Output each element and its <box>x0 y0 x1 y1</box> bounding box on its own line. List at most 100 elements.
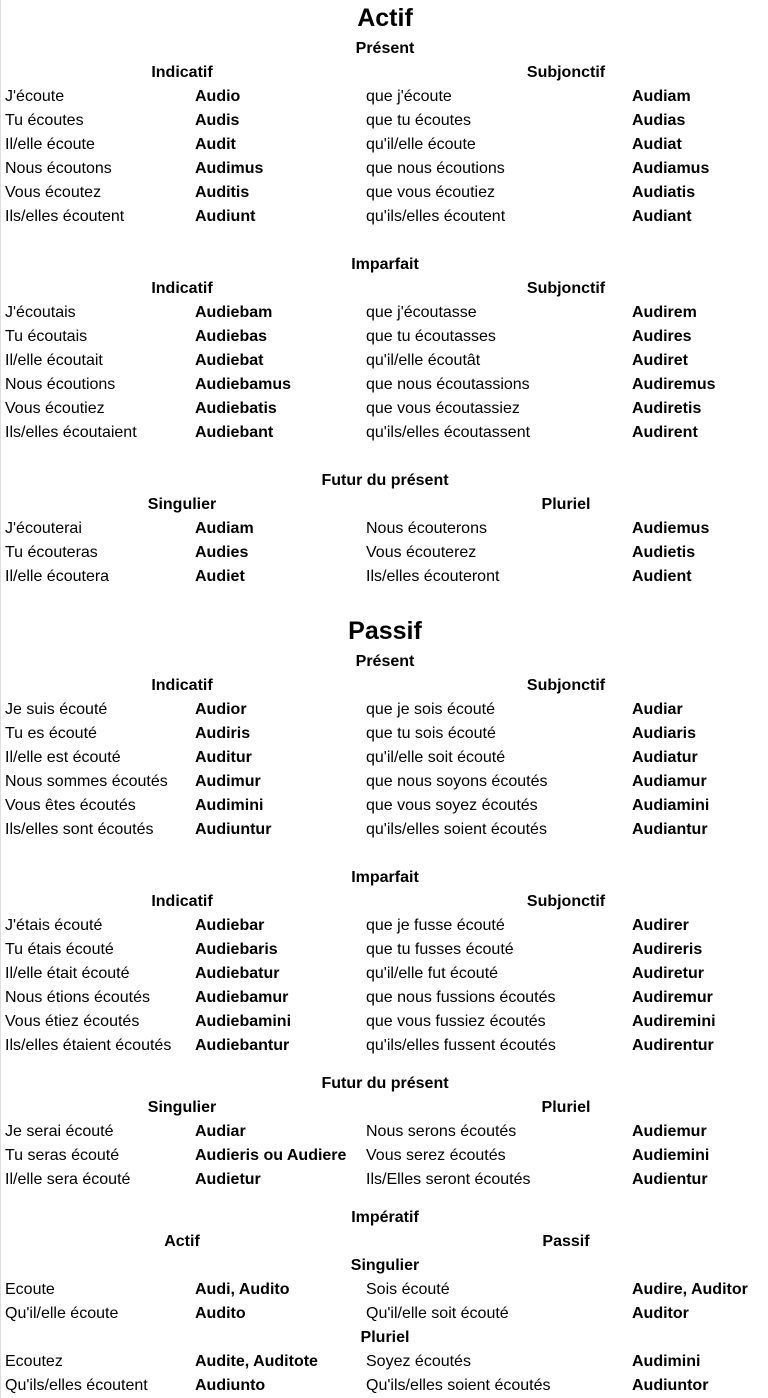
latin-form: Audiemus <box>632 520 710 537</box>
french-form: que nous écoutions <box>366 160 505 177</box>
latin-form: Audietur <box>195 1171 261 1188</box>
french-form: Nous écouterons <box>366 520 487 537</box>
latin-form: Audiam <box>195 520 254 537</box>
table-row: J'écoutais Audiebam que j'écoutasse Audirem <box>1 301 768 325</box>
latin-form: Audiretis <box>632 400 702 417</box>
latin-form: Audiris <box>195 725 251 742</box>
spacer <box>1 1058 768 1072</box>
latin-form: Audias <box>632 112 686 129</box>
french-form: que vous écoutiez <box>366 184 495 201</box>
french-form: qu'il/elle écoutât <box>366 352 481 369</box>
latin-form: Audiamur <box>632 773 707 790</box>
french-form: que tu fusses écouté <box>366 941 514 958</box>
french-form: qu'ils/elles fussent écoutés <box>366 1037 556 1054</box>
french-form: Ils/elles étaient écoutés <box>5 1037 172 1054</box>
table-row: Je serai écouté Audiar Nous serons écoutés… <box>1 1120 768 1144</box>
latin-form: Audiebant <box>195 424 274 441</box>
latin-form: Audiebat <box>195 352 264 369</box>
table-row: Ils/elles sont écoutés Audiuntur qu'ils/el… <box>1 818 768 842</box>
french-form: Ecoutez <box>5 1353 63 1370</box>
latin-form: Audieris ou Audiere <box>195 1147 347 1164</box>
french-form: Nous serons écoutés <box>366 1123 517 1140</box>
latin-form: Audiatis <box>632 184 696 201</box>
french-form: que vous fussiez écoutés <box>366 1013 546 1030</box>
latin-form: Audiretur <box>632 965 704 982</box>
french-form: Il/elle écoutera <box>5 568 110 585</box>
table-row: Il/elle était écouté Audiebatur qu'il/elle… <box>1 962 768 986</box>
table-row: Tu seras écouté Audieris ou Audiere Vous s… <box>1 1144 768 1168</box>
section-heading: Futur du présent <box>321 472 449 489</box>
french-form: Tu es écouté <box>5 725 97 742</box>
latin-form: Audirem <box>632 304 697 321</box>
french-form: Vous serez écoutés <box>366 1147 506 1164</box>
latin-form: Audiunto <box>195 1377 266 1394</box>
column-header: Subjonctif <box>526 64 606 81</box>
french-form: Ils/elles sont écoutés <box>5 821 154 838</box>
table-row: Je suis écouté Audior que je sois écouté Au… <box>1 698 768 722</box>
french-form: que j'écoutasse <box>366 304 477 321</box>
french-form: J'écouterai <box>5 520 82 537</box>
french-form: Tu seras écouté <box>5 1147 120 1164</box>
french-form: Ils/elles écoutent <box>5 208 125 225</box>
latin-form: Audietis <box>632 544 696 561</box>
column-header: Singulier <box>147 496 217 513</box>
table-row: Vous étiez écoutés Audiebamini que vous fu… <box>1 1010 768 1034</box>
french-form: que nous fussions écoutés <box>366 989 556 1006</box>
french-form: Vous écoutez <box>5 184 102 201</box>
latin-form: Audiebar <box>195 917 265 934</box>
latin-form: Audiam <box>632 88 691 105</box>
latin-form: Audiar <box>632 701 683 718</box>
column-headers: Indicatif Subjonctif <box>1 277 768 301</box>
latin-form: Audio <box>195 88 241 105</box>
latin-form: Audiemur <box>632 1123 707 1140</box>
french-form: Il/elle écoute <box>5 136 95 153</box>
latin-form: Audiamini <box>632 797 710 814</box>
table-row: Il/elle est écouté Auditur qu'il/elle soit… <box>1 746 768 770</box>
column-headers: Actif Passif <box>1 1230 768 1254</box>
french-form: qu'il/elle écoute <box>366 136 476 153</box>
latin-form: Audiantur <box>632 821 708 838</box>
latin-form: Audiaris <box>632 725 697 742</box>
french-form: Je serai écouté <box>5 1123 114 1140</box>
french-form: Tu écoutes <box>5 112 84 129</box>
table-row: Nous sommes écoutés Audimur que nous soyon… <box>1 770 768 794</box>
table-row: Ils/elles étaient écoutés Audiebantur qu'i… <box>1 1034 768 1058</box>
column-header: Indicatif <box>151 893 213 910</box>
french-form: qu'il/elle fut écouté <box>366 965 499 982</box>
voice-title: Passif <box>348 617 422 645</box>
french-form: Vous écouterez <box>366 544 477 561</box>
latin-form: Audire, Auditor <box>632 1281 748 1298</box>
column-headers: Indicatif Subjonctif <box>1 674 768 698</box>
latin-form: Audi, Audito <box>195 1281 290 1298</box>
table-row: Il/elle écoute Audit qu'il/elle écoute Audi… <box>1 133 768 157</box>
french-form: que tu écoutes <box>366 112 471 129</box>
column-headers: Indicatif Subjonctif <box>1 61 768 85</box>
spacer <box>1 229 768 253</box>
latin-form: Audiemini <box>632 1147 710 1164</box>
french-form: que nous écoutassions <box>366 376 530 393</box>
latin-form: Audior <box>195 701 247 718</box>
french-form: Tu écoutais <box>5 328 88 345</box>
latin-form: Audimini <box>632 1353 701 1370</box>
table-row: Qu'il/elle écoute Audito Qu'il/elle soit é… <box>1 1302 768 1326</box>
latin-form: Audimus <box>195 160 264 177</box>
table-row: Tu étais écouté Audiebaris que tu fusses é… <box>1 938 768 962</box>
latin-form: Audite, Auditote <box>195 1353 318 1370</box>
french-form: Ils/elles écouteront <box>366 568 500 585</box>
spacer <box>1 842 768 866</box>
latin-form: Audiet <box>195 568 245 585</box>
table-row: Tu écouteras Audies Vous écouterez Audietis <box>1 541 768 565</box>
table-row: J'écoute Audio que j'écoute Audiam <box>1 85 768 109</box>
french-form: Je suis écouté <box>5 701 108 718</box>
french-form: Ils/Elles seront écoutés <box>366 1171 531 1188</box>
latin-form: Audiremini <box>632 1013 716 1030</box>
french-form: Tu écouteras <box>5 544 98 561</box>
column-headers: Indicatif Subjonctif <box>1 890 768 914</box>
french-form: qu'ils/elles écoutassent <box>366 424 531 441</box>
latin-form: Audiatur <box>632 749 698 766</box>
french-form: Sois écouté <box>366 1281 450 1298</box>
french-form: que nous soyons écoutés <box>366 773 548 790</box>
latin-form: Audimur <box>195 773 261 790</box>
french-form: Vous écoutiez <box>5 400 105 417</box>
